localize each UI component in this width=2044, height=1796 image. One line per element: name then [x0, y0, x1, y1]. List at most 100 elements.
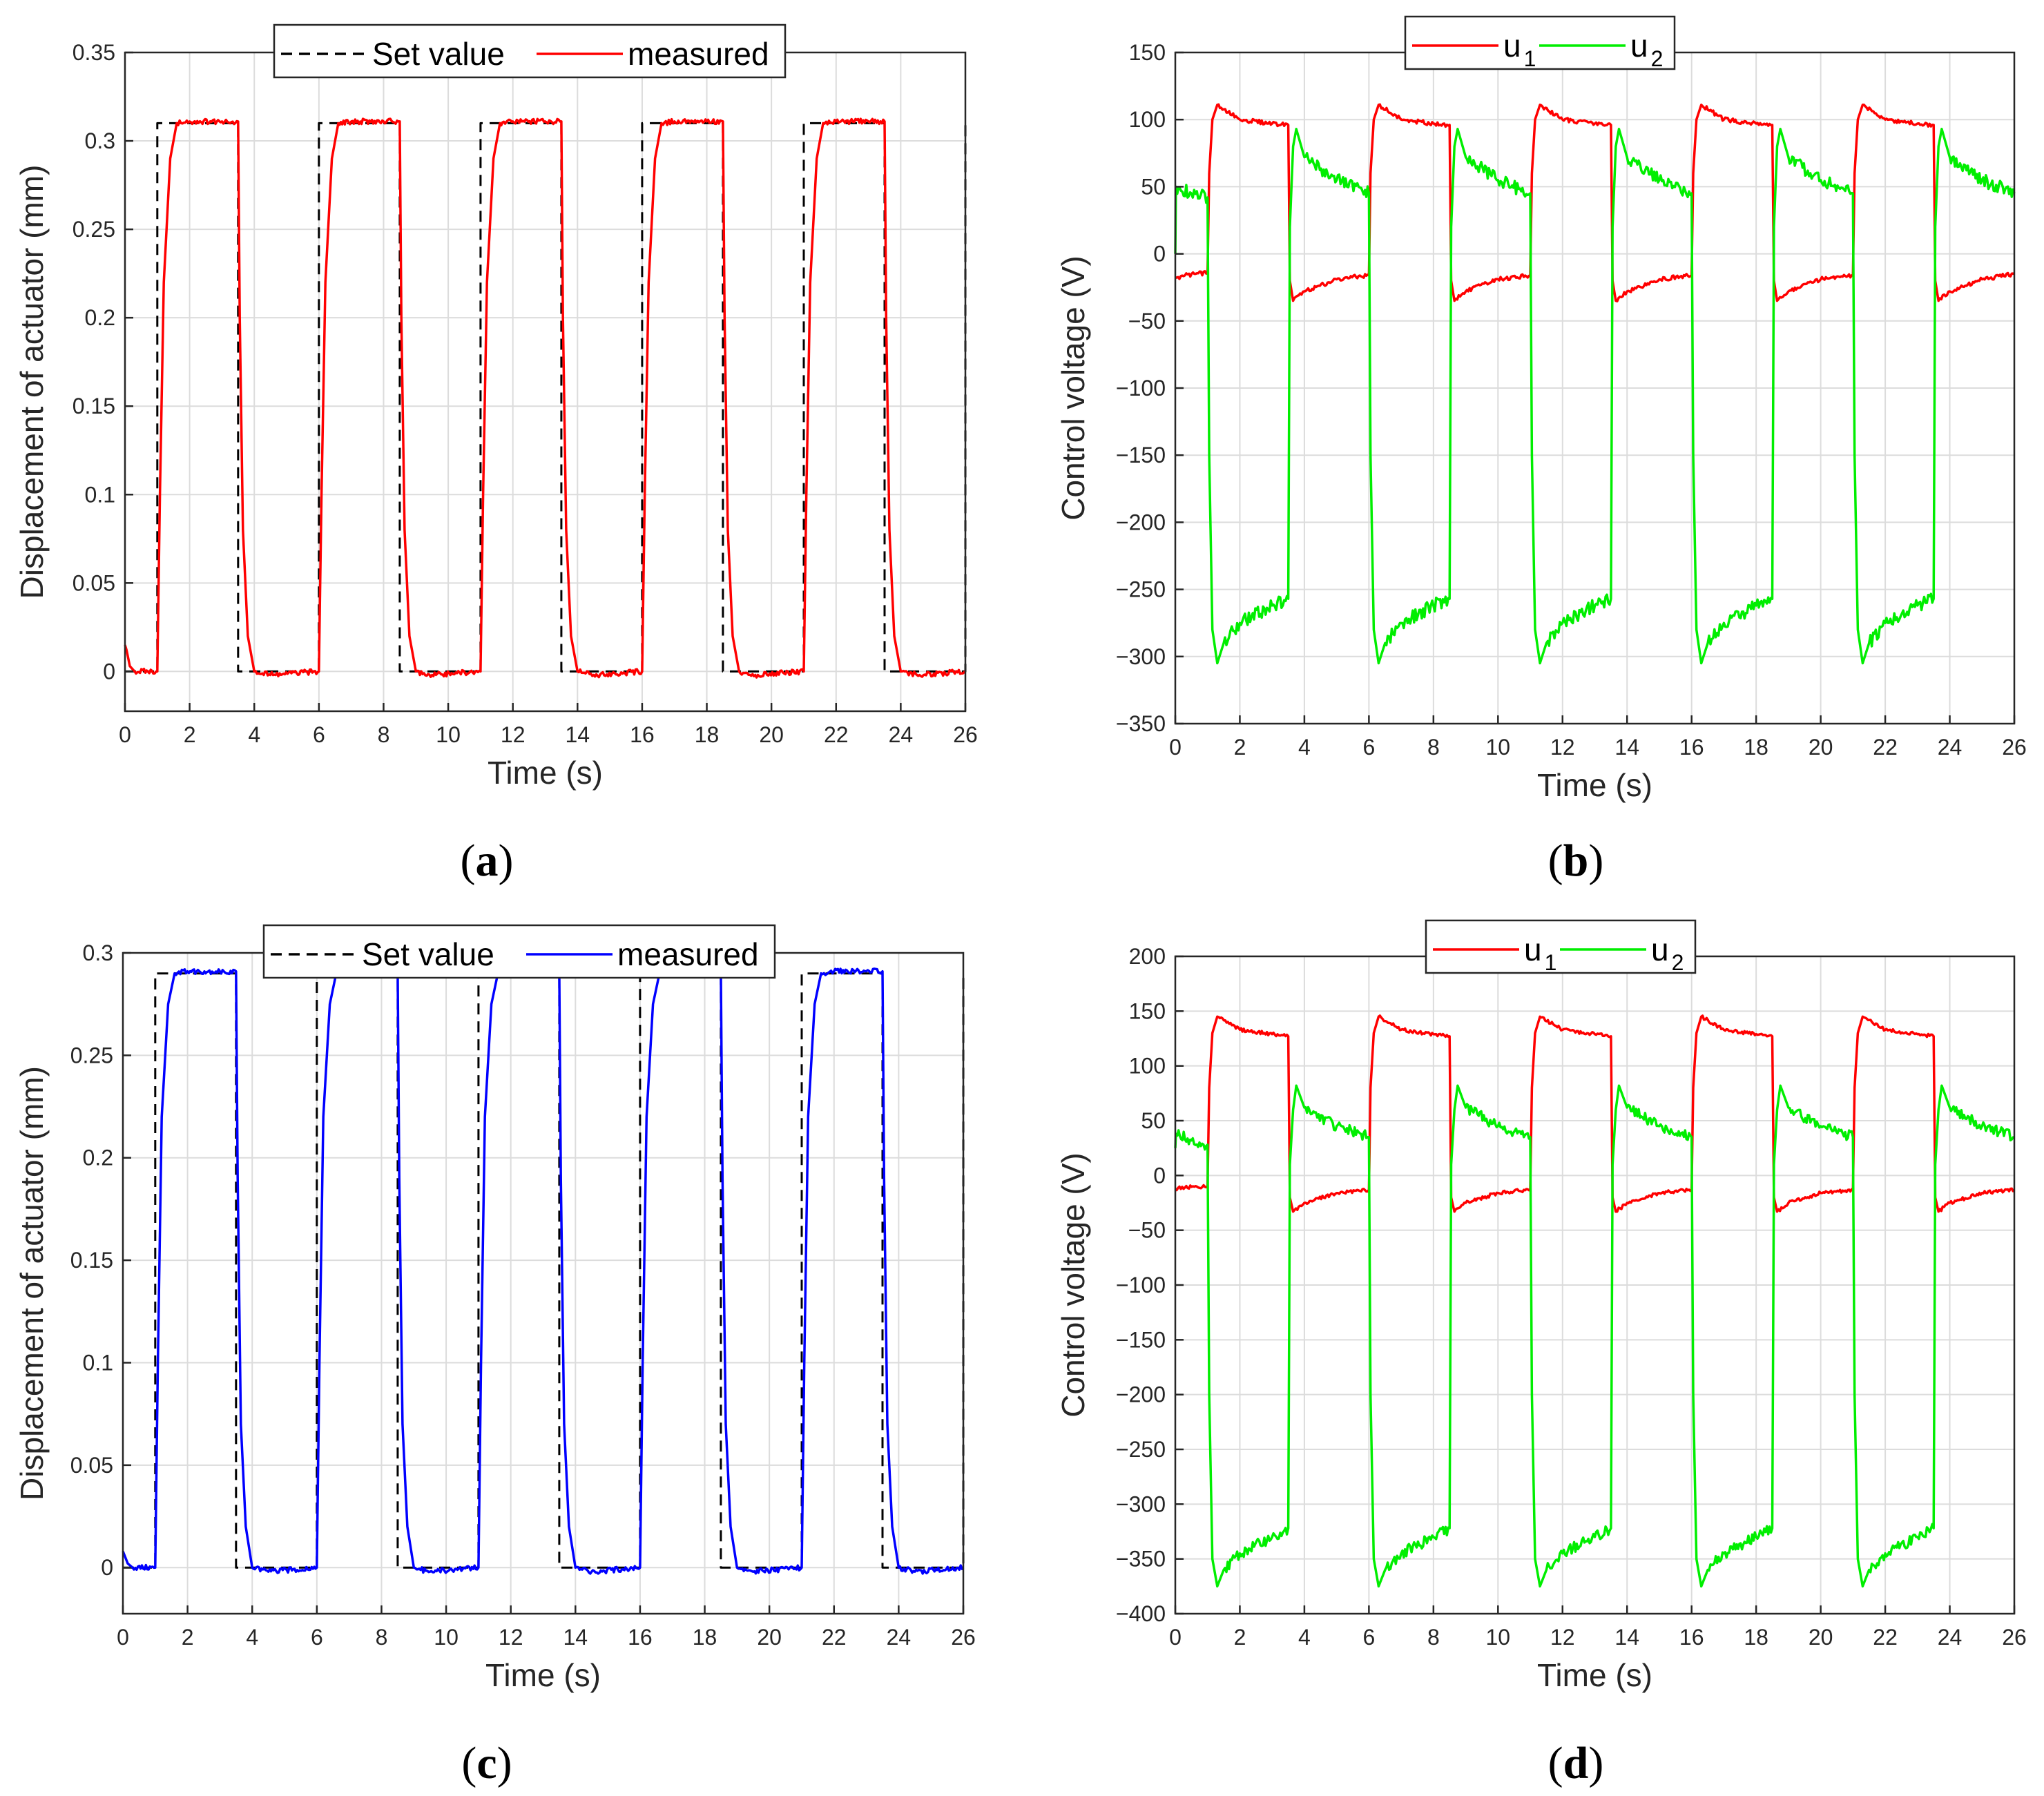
- legend-entry-label: measured: [617, 936, 759, 972]
- x-tick-label: 16: [630, 722, 655, 747]
- x-tick-label: 6: [1362, 1625, 1375, 1650]
- x-tick-label: 24: [1938, 1625, 1963, 1650]
- y-tick-label: 0.15: [73, 394, 115, 418]
- y-tick-label: −300: [1116, 644, 1166, 669]
- x-tick-label: 24: [889, 722, 914, 747]
- y-tick-label: −100: [1116, 376, 1166, 400]
- y-tick-label: 0.2: [83, 1146, 113, 1170]
- y-tick-label: 100: [1129, 1054, 1166, 1079]
- y-tick-label: −150: [1116, 443, 1166, 467]
- x-tick-label: 4: [246, 1625, 258, 1650]
- legend: Set value measured: [262, 924, 776, 979]
- y-tick-label: −300: [1116, 1491, 1166, 1516]
- panel-b: 0 2 4 6 8 10 12 14 16 18 20 22 24 26−350−300−250−200−…: [1055, 15, 2027, 886]
- y-tick-label: 0.15: [70, 1248, 113, 1273]
- x-tick-label: 22: [1873, 1625, 1898, 1650]
- x-tick-label: 20: [1809, 735, 1833, 760]
- series-line-u2: [1174, 1084, 2015, 1588]
- panel-caption: (d): [1548, 1738, 1604, 1788]
- panel-caption: (a): [461, 836, 514, 886]
- x-tick-label: 10: [434, 1625, 459, 1650]
- x-tick-label: 0: [119, 722, 131, 747]
- x-tick-label: 2: [1234, 1625, 1246, 1650]
- y-tick-label: 150: [1129, 998, 1166, 1023]
- x-tick-label: 18: [693, 1625, 717, 1650]
- series-line-u1: [1174, 1014, 2016, 1213]
- x-tick-label: 24: [887, 1625, 912, 1650]
- legend-box: [273, 23, 787, 79]
- x-tick-label: 0: [117, 1625, 129, 1650]
- x-tick-label: 20: [757, 1625, 782, 1650]
- plot-area: [125, 52, 965, 711]
- x-tick-label: 18: [1744, 735, 1768, 760]
- y-tick-label: 0.25: [70, 1043, 113, 1068]
- series-line-u1: [1175, 103, 2015, 302]
- x-tick-label: 2: [1234, 735, 1246, 760]
- x-axis-label: Time (s): [1537, 767, 1652, 803]
- y-tick-label: 0: [103, 659, 115, 684]
- legend: Set value measured: [273, 23, 787, 79]
- x-tick-label: 2: [184, 722, 196, 747]
- x-tick-label: 22: [822, 1625, 847, 1650]
- x-axis-label: Time (s): [1537, 1657, 1652, 1693]
- legend-box: [262, 924, 776, 979]
- y-tick-label: −250: [1116, 577, 1166, 602]
- y-tick-label: −400: [1116, 1601, 1166, 1626]
- y-axis-label: Control voltage (V): [1055, 1152, 1091, 1418]
- y-tick-label: 200: [1129, 944, 1166, 969]
- x-tick-label: 0: [1169, 735, 1182, 760]
- legend-entry-label: Set value: [372, 36, 505, 72]
- series-line-u2: [1174, 128, 2016, 665]
- panel-c: 0 2 4 6 8 10 12 14 16 18 20 22 24 2600.050.10.150.20.…: [14, 924, 976, 1788]
- x-tick-label: 6: [311, 1625, 323, 1650]
- y-tick-label: 100: [1129, 107, 1166, 132]
- x-tick-label: 18: [695, 722, 720, 747]
- y-tick-label: 0.25: [73, 217, 115, 242]
- x-tick-label: 12: [1550, 1625, 1575, 1650]
- y-tick-label: −250: [1116, 1437, 1166, 1462]
- y-tick-label: 0.3: [85, 128, 115, 153]
- x-tick-label: 16: [628, 1625, 653, 1650]
- x-tick-label: 16: [1679, 735, 1704, 760]
- x-tick-label: 10: [1486, 1625, 1511, 1650]
- y-tick-label: 0.05: [73, 570, 115, 595]
- x-tick-label: 4: [1298, 1625, 1311, 1650]
- y-tick-label: 0.05: [70, 1453, 113, 1478]
- y-tick-label: −350: [1116, 1547, 1166, 1572]
- y-tick-label: 0: [1153, 1163, 1166, 1188]
- y-axis-label: Displacement of actuator (mm): [14, 1066, 50, 1500]
- x-tick-label: 20: [759, 722, 784, 747]
- x-tick-label: 8: [1427, 1625, 1440, 1650]
- y-tick-label: 0.1: [83, 1350, 113, 1375]
- x-tick-label: 4: [248, 722, 260, 747]
- panel-a: 0 2 4 6 8 10 12 14 16 18 20 22 24 2600.050.10.150.20.…: [14, 23, 978, 886]
- x-tick-label: 14: [563, 1625, 588, 1650]
- y-tick-label: 150: [1129, 40, 1166, 65]
- x-tick-label: 12: [501, 722, 526, 747]
- y-tick-label: −200: [1116, 1382, 1166, 1407]
- x-tick-label: 8: [1427, 735, 1440, 760]
- x-tick-label: 14: [1614, 735, 1639, 760]
- x-tick-label: 18: [1744, 1625, 1768, 1650]
- legend-box: [1425, 919, 1697, 974]
- x-axis-label: Time (s): [485, 1657, 601, 1693]
- y-tick-label: 0.1: [85, 482, 115, 507]
- x-tick-label: 26: [2002, 1625, 2027, 1650]
- y-tick-label: 50: [1141, 174, 1166, 199]
- y-tick-label: −50: [1128, 1218, 1166, 1243]
- y-tick-label: −100: [1116, 1273, 1166, 1297]
- x-tick-label: 0: [1169, 1625, 1182, 1650]
- x-tick-label: 8: [376, 1625, 388, 1650]
- x-tick-label: 2: [182, 1625, 194, 1650]
- x-tick-label: 12: [1550, 735, 1575, 760]
- y-tick-label: −350: [1116, 711, 1166, 736]
- y-tick-label: 0.2: [85, 305, 115, 330]
- x-axis-label: Time (s): [488, 755, 603, 791]
- x-tick-label: 20: [1809, 1625, 1833, 1650]
- x-tick-label: 26: [953, 722, 978, 747]
